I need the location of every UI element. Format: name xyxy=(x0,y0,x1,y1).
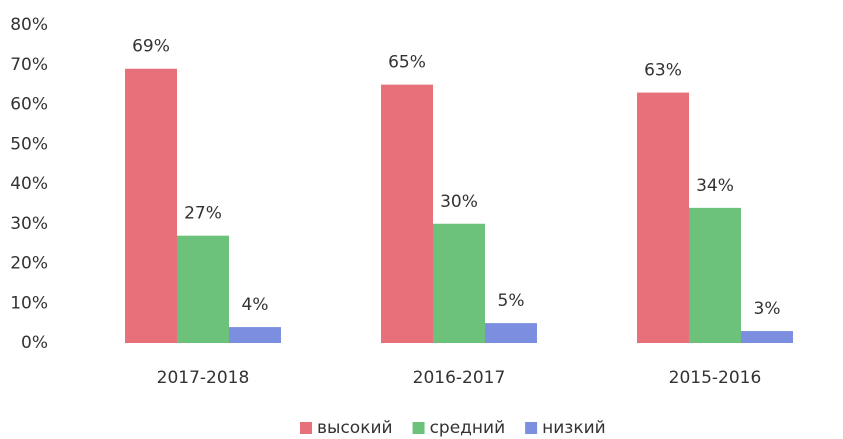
data-label: 3% xyxy=(754,299,781,319)
bar xyxy=(741,331,793,343)
x-tick-label: 2016-2017 xyxy=(413,368,506,388)
data-label: 5% xyxy=(498,291,525,311)
bar xyxy=(177,235,229,343)
y-tick-label: 80% xyxy=(10,15,48,35)
legend-label: средний xyxy=(430,418,506,438)
y-tick-label: 50% xyxy=(10,134,48,154)
legend-swatch xyxy=(525,422,538,434)
data-label: 63% xyxy=(644,61,682,81)
data-label: 34% xyxy=(696,176,734,196)
legend-label: низкий xyxy=(542,418,606,438)
legend-swatch xyxy=(300,422,312,434)
y-tick-label: 0% xyxy=(21,333,48,353)
data-label: 27% xyxy=(184,204,222,224)
bar xyxy=(381,84,433,343)
legend-swatch xyxy=(412,422,425,434)
x-tick-label: 2015-2016 xyxy=(669,368,762,388)
y-tick-label: 10% xyxy=(10,293,48,313)
bar xyxy=(125,68,177,343)
data-label: 69% xyxy=(132,37,170,57)
bar xyxy=(689,207,741,343)
y-tick-label: 20% xyxy=(10,254,48,274)
data-label: 4% xyxy=(242,295,269,315)
bar xyxy=(229,327,281,343)
data-label: 30% xyxy=(440,192,478,212)
y-tick-label: 30% xyxy=(10,214,48,234)
x-tick-label: 2017-2018 xyxy=(157,368,250,388)
y-tick-label: 40% xyxy=(10,174,48,194)
bar xyxy=(433,223,485,343)
data-label: 65% xyxy=(388,53,426,73)
legend-label: высокий xyxy=(317,418,393,438)
bar xyxy=(637,92,689,343)
y-tick-label: 70% xyxy=(10,55,48,75)
y-tick-label: 60% xyxy=(10,95,48,115)
bar xyxy=(485,323,537,343)
